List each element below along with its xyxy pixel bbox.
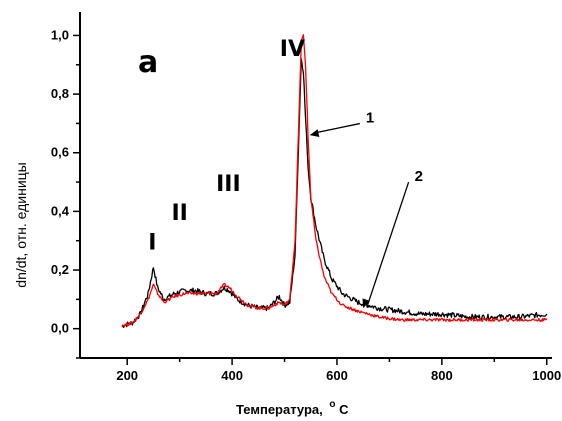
curve-label: 2 <box>415 168 423 185</box>
curve-arrow-line <box>366 181 410 307</box>
ticks: 200 400 600 800 1000 0,0 0,2 0,4 0,6 0,8 1,0 <box>51 27 561 383</box>
y-tick-label: 1,0 <box>51 27 69 42</box>
x-tick-label: 600 <box>326 368 348 383</box>
series-line-2 <box>121 34 548 328</box>
series-group <box>121 34 548 328</box>
x-tick-label: 400 <box>221 368 243 383</box>
x-tick-label: 200 <box>116 368 138 383</box>
x-axis-title: Температура, o C <box>236 395 349 417</box>
x-axis-title-sup: o <box>329 399 335 410</box>
peak-label: III <box>216 172 241 197</box>
peak-label: IV <box>280 37 305 62</box>
peak-label: II <box>171 201 187 226</box>
panel-letter: a <box>138 45 158 80</box>
series-line-1 <box>121 58 548 328</box>
peak-label: I <box>148 231 156 256</box>
y-tick-label: 0,0 <box>51 321 69 336</box>
x-axis-title-unit: C <box>339 402 349 417</box>
y-axis-title: dn/dt, отн. единицы <box>13 162 29 287</box>
x-axis-title-main: Температура, <box>236 402 323 417</box>
curve-arrow-head <box>362 298 371 309</box>
axes <box>79 12 552 359</box>
y-tick-label: 0,6 <box>51 145 69 160</box>
x-tick-label: 1000 <box>532 368 561 383</box>
curve-label: 1 <box>366 110 374 127</box>
curve-arrow-head <box>309 129 320 138</box>
y-tick-label: 0,2 <box>51 262 69 277</box>
x-tick-label: 800 <box>431 368 453 383</box>
y-tick-label: 0,8 <box>51 86 69 101</box>
curve-arrow-line <box>313 122 360 134</box>
y-tick-label: 0,4 <box>51 203 70 218</box>
